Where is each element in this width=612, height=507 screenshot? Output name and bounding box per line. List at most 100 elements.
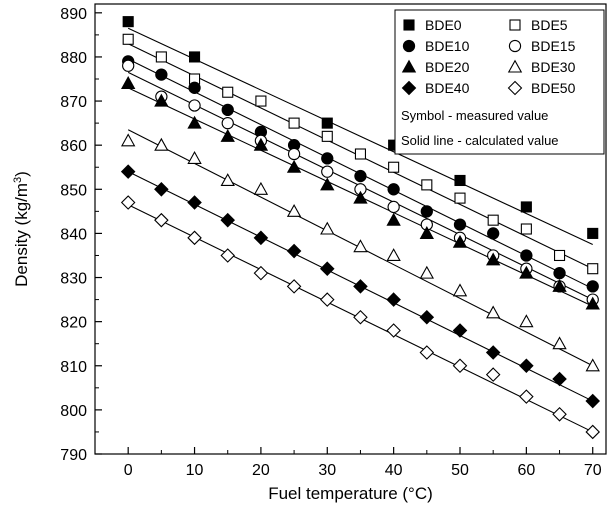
point-bde40 — [419, 309, 435, 325]
point-bde50 — [386, 323, 401, 338]
point-bde40 — [253, 230, 269, 246]
point-bde5 — [587, 263, 599, 275]
point-bde15 — [287, 147, 301, 161]
legend-note-line: Solid line - calculated value — [401, 133, 559, 148]
point-bde30 — [120, 133, 136, 147]
point-bde10 — [354, 169, 367, 183]
legend-entry-bde50: BDE50 — [507, 80, 576, 96]
point-bde50 — [187, 230, 202, 246]
legend-marker-bde5 — [509, 19, 521, 31]
point-bde50 — [552, 407, 567, 422]
point-bde40 — [485, 345, 501, 360]
point-bde20 — [320, 177, 335, 191]
point-bde5 — [255, 95, 267, 107]
point-bde5 — [520, 223, 532, 235]
point-bde50 — [585, 424, 601, 440]
point-bde40 — [386, 292, 401, 307]
legend-marker-bde15 — [508, 39, 522, 53]
point-bde50 — [154, 212, 169, 228]
y-tick-label: 890 — [60, 6, 87, 23]
legend-entry-bde20: BDE20 — [401, 59, 470, 75]
point-bde10 — [453, 218, 467, 231]
point-bde30 — [585, 358, 600, 372]
legend-box — [394, 9, 605, 155]
legend-label: BDE15 — [531, 38, 576, 54]
point-bde30 — [519, 314, 534, 328]
point-bde10 — [553, 266, 566, 280]
point-bde40 — [519, 358, 534, 374]
point-bde20 — [253, 137, 269, 151]
point-bde30 — [419, 265, 435, 279]
point-bde30 — [154, 137, 169, 151]
point-bde20 — [187, 115, 202, 129]
legend-marker-bde30 — [507, 59, 523, 73]
point-bde50 — [519, 389, 534, 404]
point-bde15 — [387, 200, 400, 214]
legend-label: BDE50 — [531, 80, 576, 96]
point-bde10 — [188, 81, 201, 94]
point-bde40 — [585, 393, 601, 409]
y-tick-label: 800 — [60, 403, 87, 420]
point-bde15 — [122, 59, 135, 72]
point-bde15 — [321, 165, 334, 178]
point-bde40 — [187, 195, 202, 210]
point-bde5 — [321, 130, 333, 142]
point-bde0 — [188, 51, 201, 63]
point-bde40 — [154, 182, 169, 197]
legend-entry-bde5: BDE5 — [509, 17, 568, 33]
point-bde20 — [452, 234, 468, 248]
x-tick-label: 20 — [252, 462, 270, 479]
point-bde15 — [188, 99, 201, 112]
y-tick-label: 870 — [60, 94, 87, 111]
point-bde30 — [187, 151, 202, 164]
point-bde0 — [520, 201, 532, 213]
point-bde20 — [120, 76, 136, 89]
point-bde30 — [253, 181, 269, 195]
point-bde5 — [487, 214, 499, 226]
point-bde5 — [222, 86, 234, 98]
point-bde10 — [321, 152, 334, 165]
legend: BDE0 BDE5 BDE10 BDE15 BDE20 BDE30 BDE40 BDE50 S… — [394, 9, 605, 155]
legend-entry-bde40: BDE40 — [401, 80, 470, 96]
point-bde40 — [286, 243, 302, 259]
point-bde0 — [122, 16, 134, 28]
y-tick-label: 880 — [60, 50, 87, 67]
point-bde10 — [420, 205, 433, 218]
point-bde40 — [452, 323, 468, 338]
point-bde5 — [288, 117, 300, 129]
x-tick-label: 60 — [517, 462, 535, 479]
x-tick-label: 50 — [451, 462, 469, 479]
point-bde30 — [220, 173, 235, 187]
point-bde50 — [220, 248, 236, 263]
point-bde20 — [154, 93, 169, 107]
y-tick-label: 810 — [60, 359, 87, 376]
y-axis-label: Density (kg/m3) — [12, 171, 31, 287]
point-bde10 — [155, 68, 168, 81]
point-bde10 — [387, 183, 400, 196]
x-tick-label: 70 — [584, 462, 602, 479]
point-bde50 — [319, 292, 335, 307]
legend-entry-bde30: BDE30 — [507, 59, 576, 75]
point-bde20 — [353, 190, 368, 204]
x-tick-label: 30 — [318, 462, 336, 479]
point-bde20 — [485, 252, 501, 266]
legend-label: BDE10 — [425, 38, 470, 54]
point-bde10 — [520, 249, 533, 262]
legend-entry-bde10: BDE10 — [402, 38, 470, 54]
point-bde0 — [454, 174, 466, 187]
point-bde50 — [286, 279, 302, 294]
point-bde10 — [586, 280, 599, 293]
point-bde40 — [120, 164, 136, 179]
legend-entry-bde0: BDE0 — [403, 17, 462, 33]
point-bde5 — [354, 148, 367, 160]
line-bde0 — [127, 27, 593, 245]
point-bde40 — [220, 212, 236, 228]
point-bde30 — [386, 248, 401, 262]
x-tick-label: 0 — [124, 462, 133, 479]
legend-label: BDE40 — [425, 80, 470, 96]
x-tick-label: 10 — [186, 462, 204, 479]
point-bde50 — [353, 309, 368, 325]
y-tick-label: 790 — [60, 447, 87, 464]
point-bde20 — [419, 226, 435, 239]
measured-points — [120, 16, 601, 440]
